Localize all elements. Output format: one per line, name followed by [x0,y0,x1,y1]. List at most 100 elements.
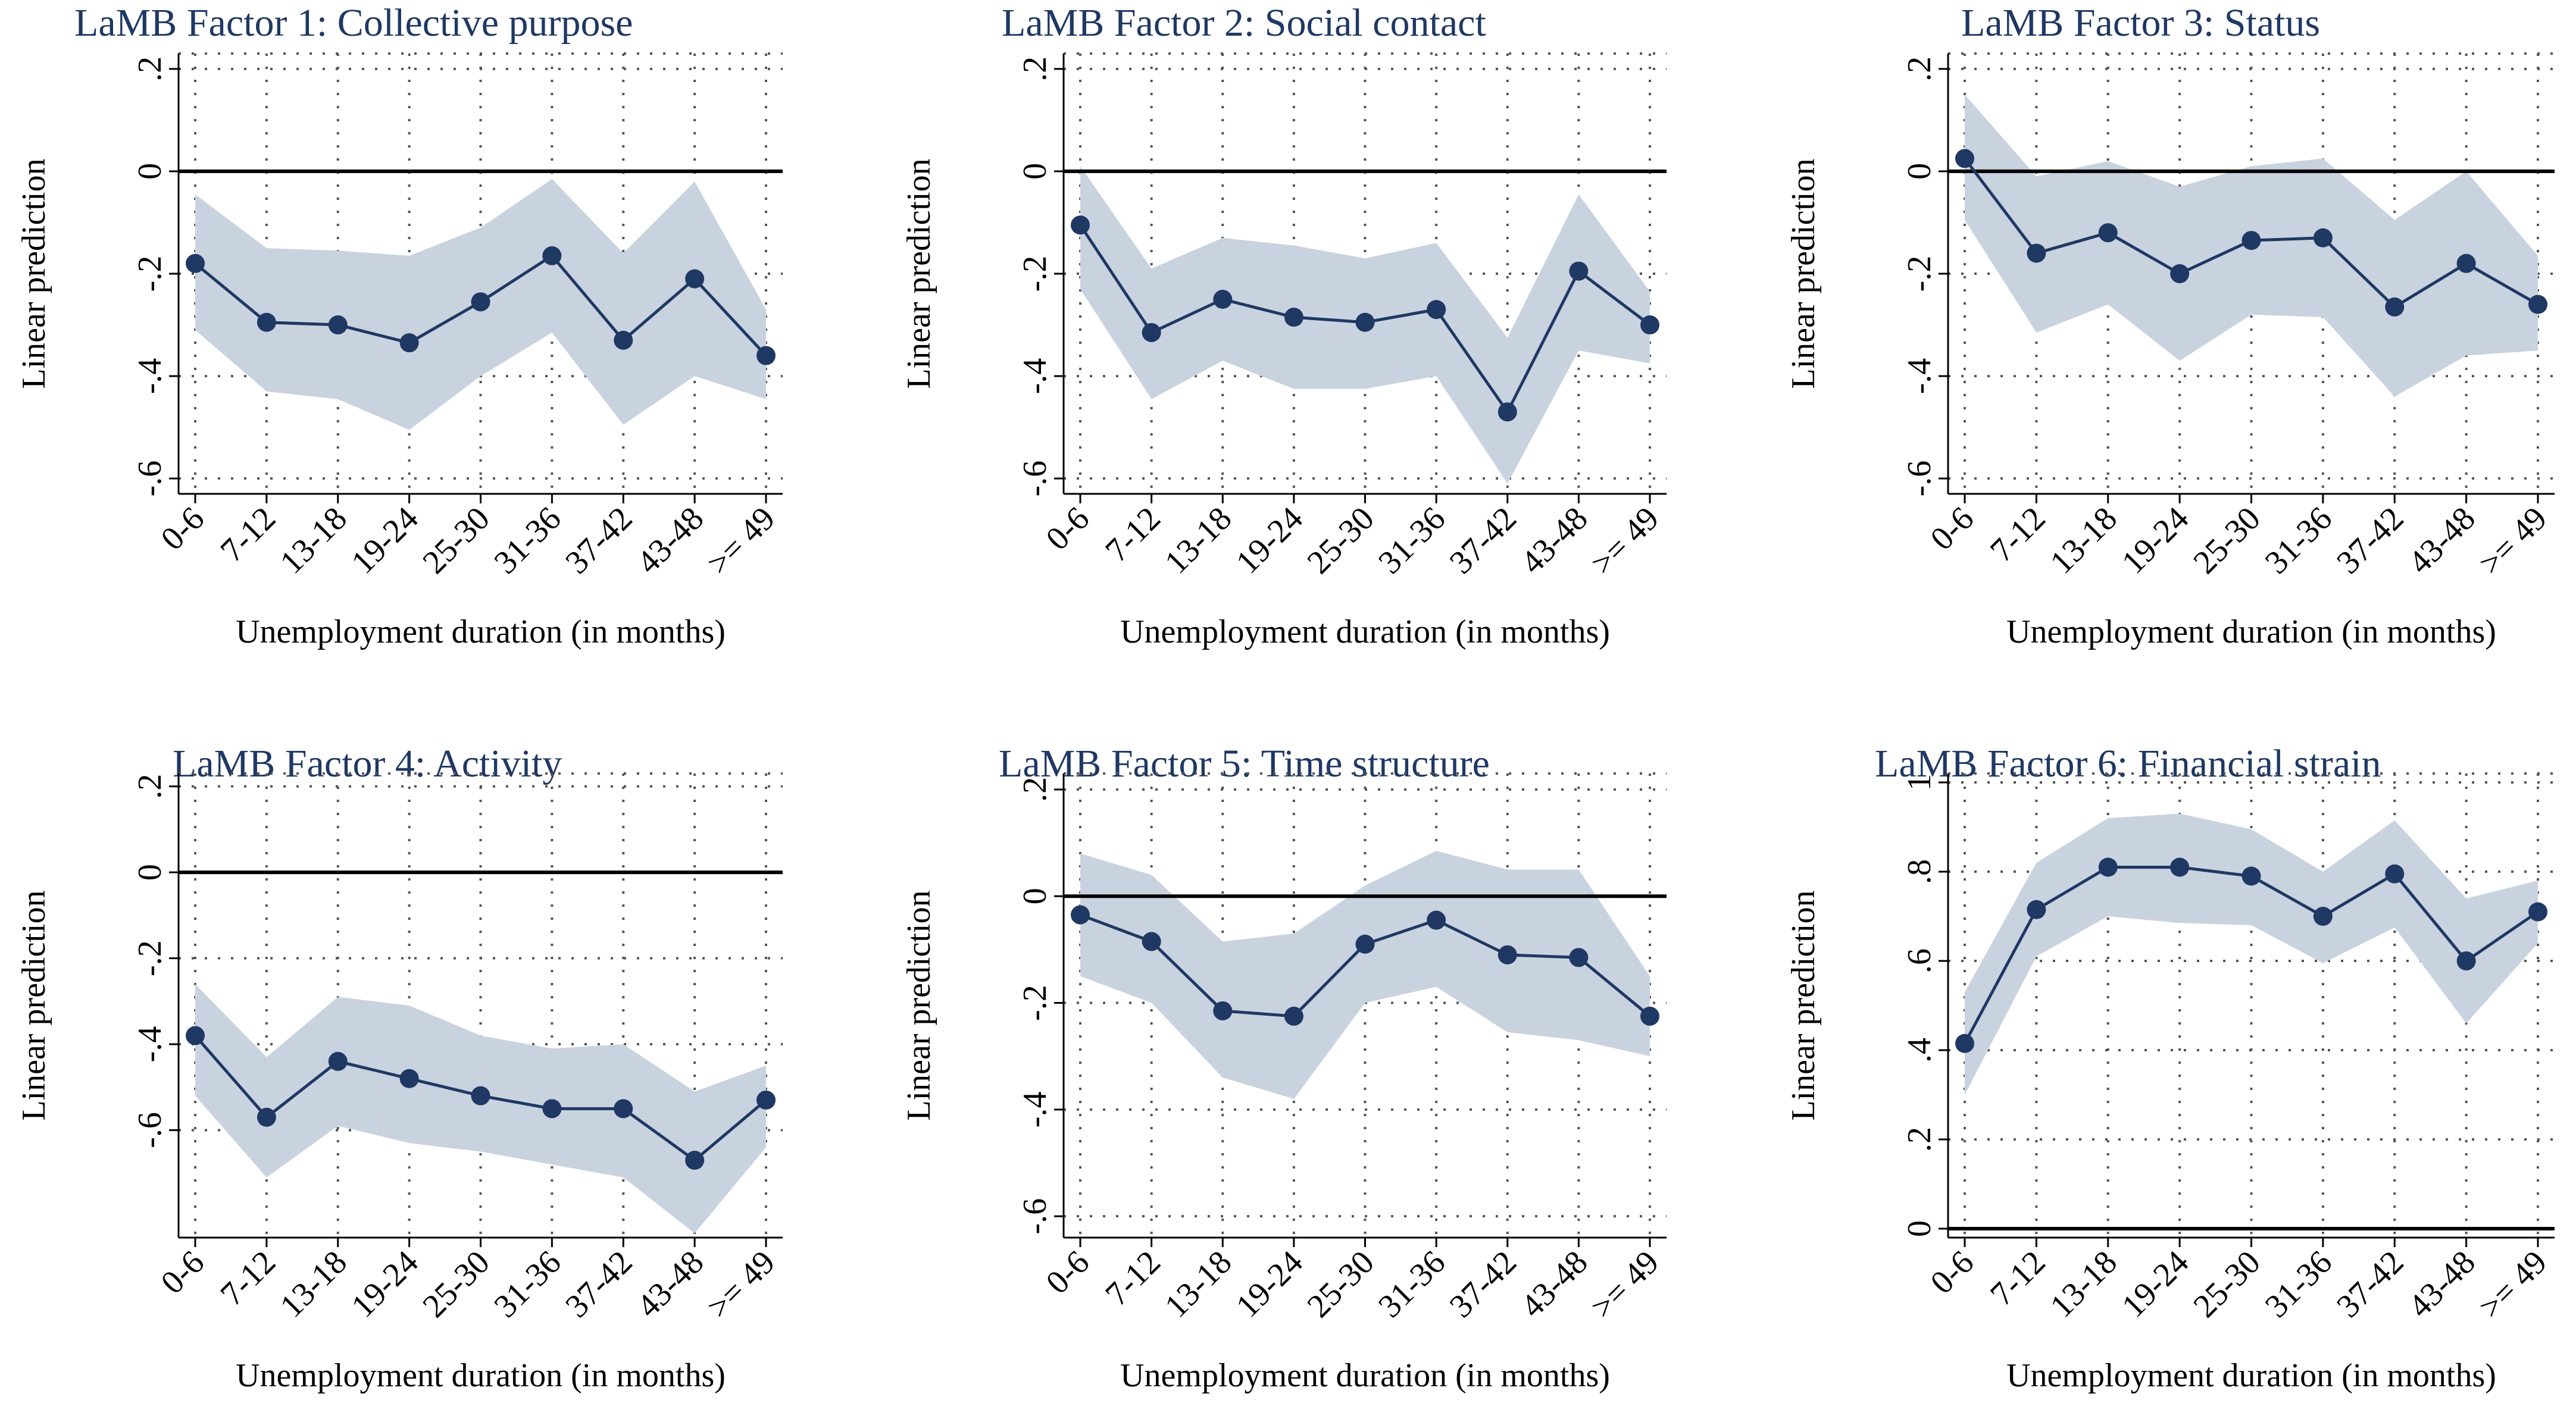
y-tick-label: -.6 [132,1112,168,1148]
data-point [2242,866,2261,886]
panel-title: LaMB Factor 6: Financial strain [1875,742,2381,785]
confidence-band [1965,813,2538,1095]
y-axis-label: Linear prediction [1785,158,1822,389]
data-point [2385,297,2405,317]
data-point [2027,243,2046,263]
data-point [1640,315,1659,335]
data-point [2170,264,2190,283]
y-tick-label: .4 [1901,1038,1938,1063]
y-tick-label: .2 [132,774,168,799]
x-tick-label: 25-30 [415,500,496,581]
x-tick-label: 13-18 [273,1244,354,1324]
data-point [756,346,776,365]
data-point [1955,1034,1974,1053]
y-tick-label: -.6 [1017,1198,1053,1235]
x-tick-label: >= 49 [700,500,782,582]
x-tick-label: 19-24 [2115,1244,2196,1324]
x-tick-label: >= 49 [2472,1244,2554,1326]
x-tick-label: 7-12 [1983,1244,2052,1313]
y-axis-label: Linear prediction [901,158,937,389]
x-tick-label: 31-36 [2258,1244,2339,1324]
data-point [186,1026,205,1045]
data-point [542,246,562,265]
x-tick-label: 7-12 [1098,1244,1167,1313]
panel-3: LaMB Factor 3: Status .2 0 -.2 -.4 -.60-6 7-12… [1785,1,2555,650]
data-point [1355,312,1375,332]
x-tick-label: 13-18 [1158,500,1239,581]
x-tick-label: 31-36 [1371,500,1452,581]
data-point [1071,905,1090,925]
x-tick-label: >= 49 [2472,500,2554,582]
data-point [1955,149,1974,168]
y-tick-label: .2 [1901,1127,1938,1152]
data-point [685,1151,705,1170]
y-tick-label: 0 [132,864,168,881]
data-point [399,1069,419,1088]
panel-title: LaMB Factor 1: Collective purpose [74,1,633,45]
x-axis-label: Unemployment duration (in months) [2006,613,2496,650]
data-point [2313,228,2333,248]
panel-4: LaMB Factor 4: Activity.2 0 -.2 -.4 -.6 0-6 7-… [15,742,783,1394]
y-tick-label: 0 [132,163,168,180]
data-point [2528,902,2547,922]
y-tick-label: -.4 [1017,1091,1053,1128]
data-point [2385,864,2405,884]
x-axis-label: Unemployment duration (in months) [236,1357,726,1394]
data-point [614,330,633,350]
x-tick-label: 37-42 [558,1244,639,1324]
x-tick-label: 43-48 [630,500,711,581]
x-tick-label: 19-24 [345,1244,426,1324]
x-tick-label: 13-18 [2043,1244,2124,1324]
y-tick-label: -.2 [132,256,168,292]
data-point [1427,910,1446,930]
x-tick-label: 43-48 [2402,1244,2483,1324]
y-axis-label: Linear prediction [15,158,52,389]
y-tick-label: -.4 [132,1026,168,1063]
y-tick-label: .8 [1901,859,1938,884]
panel-5: LaMB Factor 5: Time structure.2 0 -.2 -.4 -.… [901,742,1667,1394]
y-tick-label: .2 [1017,57,1053,82]
data-point [186,253,205,273]
data-point [1284,308,1303,327]
x-tick-label: 7-12 [1098,500,1167,569]
data-point [257,1107,276,1127]
data-point [1569,948,1589,967]
x-tick-label: 0-6 [154,500,212,558]
data-point [1498,945,1517,964]
x-axis-label: Unemployment duration (in months) [236,613,726,650]
data-point [1284,1006,1303,1026]
x-tick-label: >= 49 [700,1244,782,1326]
data-point [2098,223,2118,243]
data-point [1498,402,1517,422]
x-tick-label: 13-18 [1158,1244,1239,1324]
data-point [471,1086,490,1106]
x-tick-label: 13-18 [273,500,354,581]
x-tick-label: 7-12 [1983,500,2052,569]
x-axis-label: Unemployment duration (in months) [2006,1357,2496,1394]
data-point [1071,215,1090,235]
data-point [1142,322,1161,342]
x-axis-label: Unemployment duration (in months) [1120,613,1610,650]
data-point [685,269,705,289]
data-point [1142,932,1161,951]
x-tick-label: >= 49 [1584,1244,1666,1326]
data-point [756,1090,776,1110]
y-tick-label: -.2 [132,940,168,976]
panel-title: LaMB Factor 5: Time structure [999,742,1490,785]
x-tick-label: 43-48 [1514,500,1595,581]
panel-1: LaMB Factor 1: Collective purpose .2 0 -.2 -… [15,1,783,650]
y-tick-label: 0 [1901,163,1938,180]
data-point [1569,261,1589,281]
data-point [328,315,348,335]
y-axis-label: Linear prediction [1785,890,1822,1120]
data-point [1213,1001,1233,1020]
x-tick-label: 19-24 [345,500,426,581]
y-tick-label: -.6 [1901,461,1938,497]
x-tick-label: 43-48 [2402,500,2483,581]
x-axis-label: Unemployment duration (in months) [1120,1357,1610,1394]
y-tick-label: .2 [1901,57,1938,82]
y-tick-label: .6 [1901,948,1938,973]
data-point [399,333,419,353]
data-point [614,1099,633,1119]
x-tick-label: 7-12 [214,1244,283,1313]
